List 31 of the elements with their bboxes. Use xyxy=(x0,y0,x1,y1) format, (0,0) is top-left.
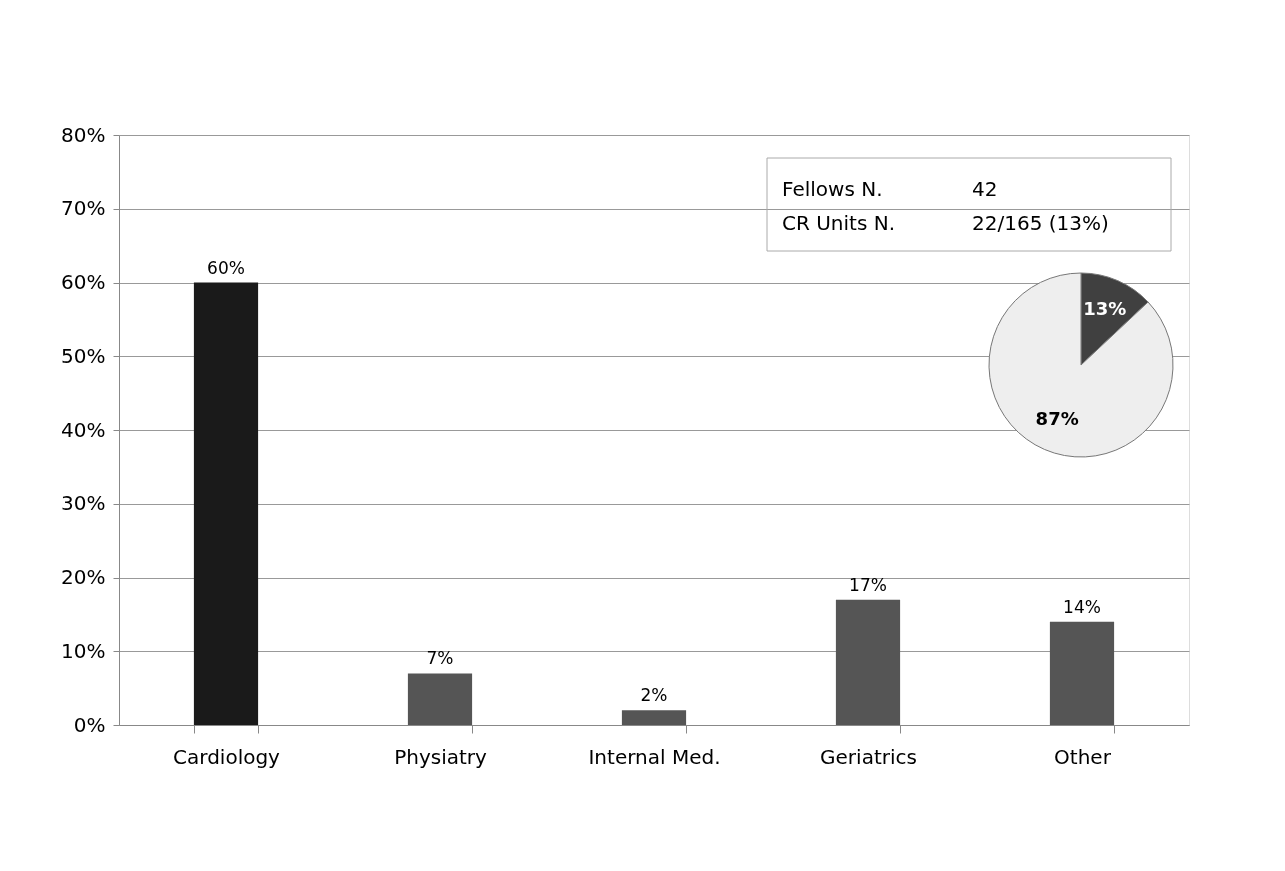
y-tick-label: 60% xyxy=(61,270,106,294)
y-tick-label: 40% xyxy=(61,417,106,442)
x-tick-label: Cardiology xyxy=(173,744,281,769)
y-tick-label: 50% xyxy=(61,343,106,368)
x-tick-label: Geriatrics xyxy=(820,744,917,769)
x-tick-label: Internal Med. xyxy=(588,744,721,769)
y-tick-label: 70% xyxy=(61,196,106,221)
annotation: CR Units N. xyxy=(782,211,896,235)
data-label: 2% xyxy=(640,685,668,706)
pie-slice xyxy=(988,272,1174,458)
y-tick-label: 20% xyxy=(61,565,106,589)
data-label: 7% xyxy=(426,648,454,669)
bar xyxy=(621,710,687,725)
y-tick-label: 10% xyxy=(61,638,106,663)
y-tick-label: 0% xyxy=(73,712,106,737)
data-label: 13% xyxy=(1083,297,1127,319)
bar xyxy=(193,282,259,725)
y-tick-label: 30% xyxy=(61,491,106,516)
bar xyxy=(835,599,901,725)
data-label: 14% xyxy=(1063,596,1101,617)
annotation: Fellows N. xyxy=(782,177,883,201)
y-tick-label: 80% xyxy=(61,122,106,147)
bar xyxy=(1049,621,1115,725)
data-label: 87% xyxy=(1035,408,1079,430)
x-tick-label: Physiatry xyxy=(394,744,488,769)
x-tick-label: Other xyxy=(1054,744,1112,769)
annotation: 22/165 (13%) xyxy=(972,211,1109,235)
data-label: 17% xyxy=(849,574,887,595)
annotation: 42 xyxy=(972,177,998,201)
bar xyxy=(407,673,473,725)
data-label: 60% xyxy=(207,257,245,278)
